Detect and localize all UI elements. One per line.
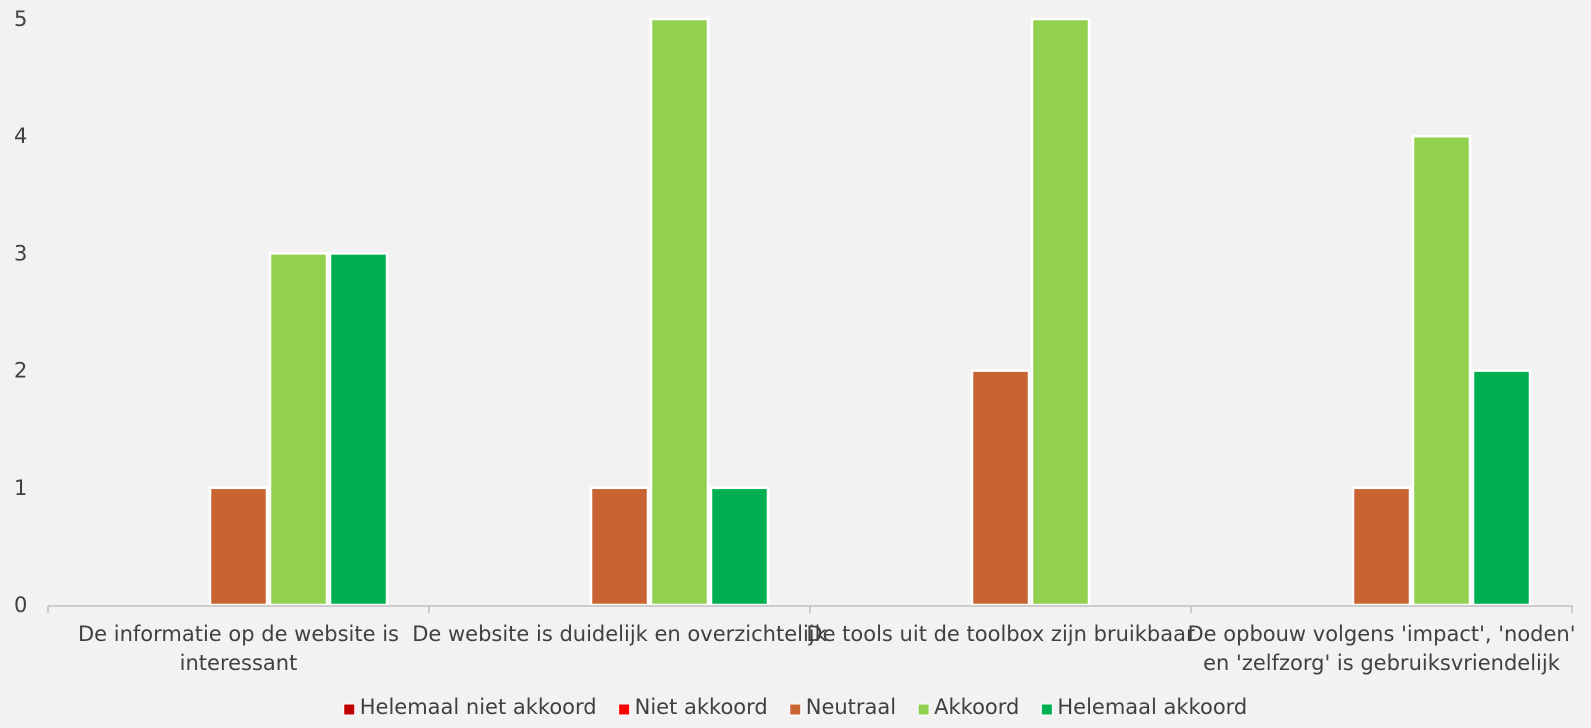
- legend-swatch: [618, 703, 631, 716]
- y-tick-label: 2: [14, 359, 27, 383]
- bar: [589, 486, 650, 607]
- category-label: en 'zelfzorg' is gebruiksvriendelijk: [1203, 651, 1561, 675]
- category-label: De tools uit de toolbox zijn bruikbaar: [806, 622, 1195, 646]
- bars-group: [208, 17, 1532, 607]
- x-axis: [47, 605, 1573, 613]
- y-tick-label: 0: [14, 593, 27, 617]
- y-axis-ticks: 0 1 2 3 4 5: [14, 7, 27, 617]
- legend-swatch: [789, 703, 802, 716]
- bar: [1471, 369, 1532, 607]
- bar: [208, 486, 269, 607]
- legend-swatch: [1040, 703, 1053, 716]
- y-tick-label: 3: [14, 241, 27, 265]
- bar: [709, 486, 770, 607]
- legend-label: Niet akkoord: [635, 695, 768, 719]
- legend-label: Neutraal: [806, 695, 896, 719]
- y-tick-label: 4: [14, 124, 27, 148]
- bar: [1030, 17, 1091, 607]
- legend-swatch: [917, 703, 930, 716]
- bar: [328, 252, 389, 607]
- category-label: De informatie op de website is: [78, 622, 399, 646]
- category-label: De website is duidelijk en overzichtelij…: [412, 622, 827, 646]
- bar: [268, 252, 329, 607]
- legend-label: Helemaal akkoord: [1057, 695, 1247, 719]
- bar: [1411, 134, 1472, 607]
- y-tick-label: 5: [14, 7, 27, 31]
- y-tick-label: 1: [14, 476, 27, 500]
- bar: [649, 17, 710, 607]
- category-label: interessant: [180, 651, 298, 675]
- bar: [1351, 486, 1412, 607]
- category-labels: De informatie op de website is interessan…: [78, 622, 1576, 675]
- legend: Helemaal niet akkoord Niet akkoord Neutraa…: [343, 695, 1247, 719]
- bar: [970, 369, 1031, 607]
- legend-label: Akkoord: [934, 695, 1019, 719]
- legend-label: Helemaal niet akkoord: [360, 695, 597, 719]
- category-label: De opbouw volgens 'impact', 'noden': [1188, 622, 1576, 646]
- legend-swatch: [343, 703, 356, 716]
